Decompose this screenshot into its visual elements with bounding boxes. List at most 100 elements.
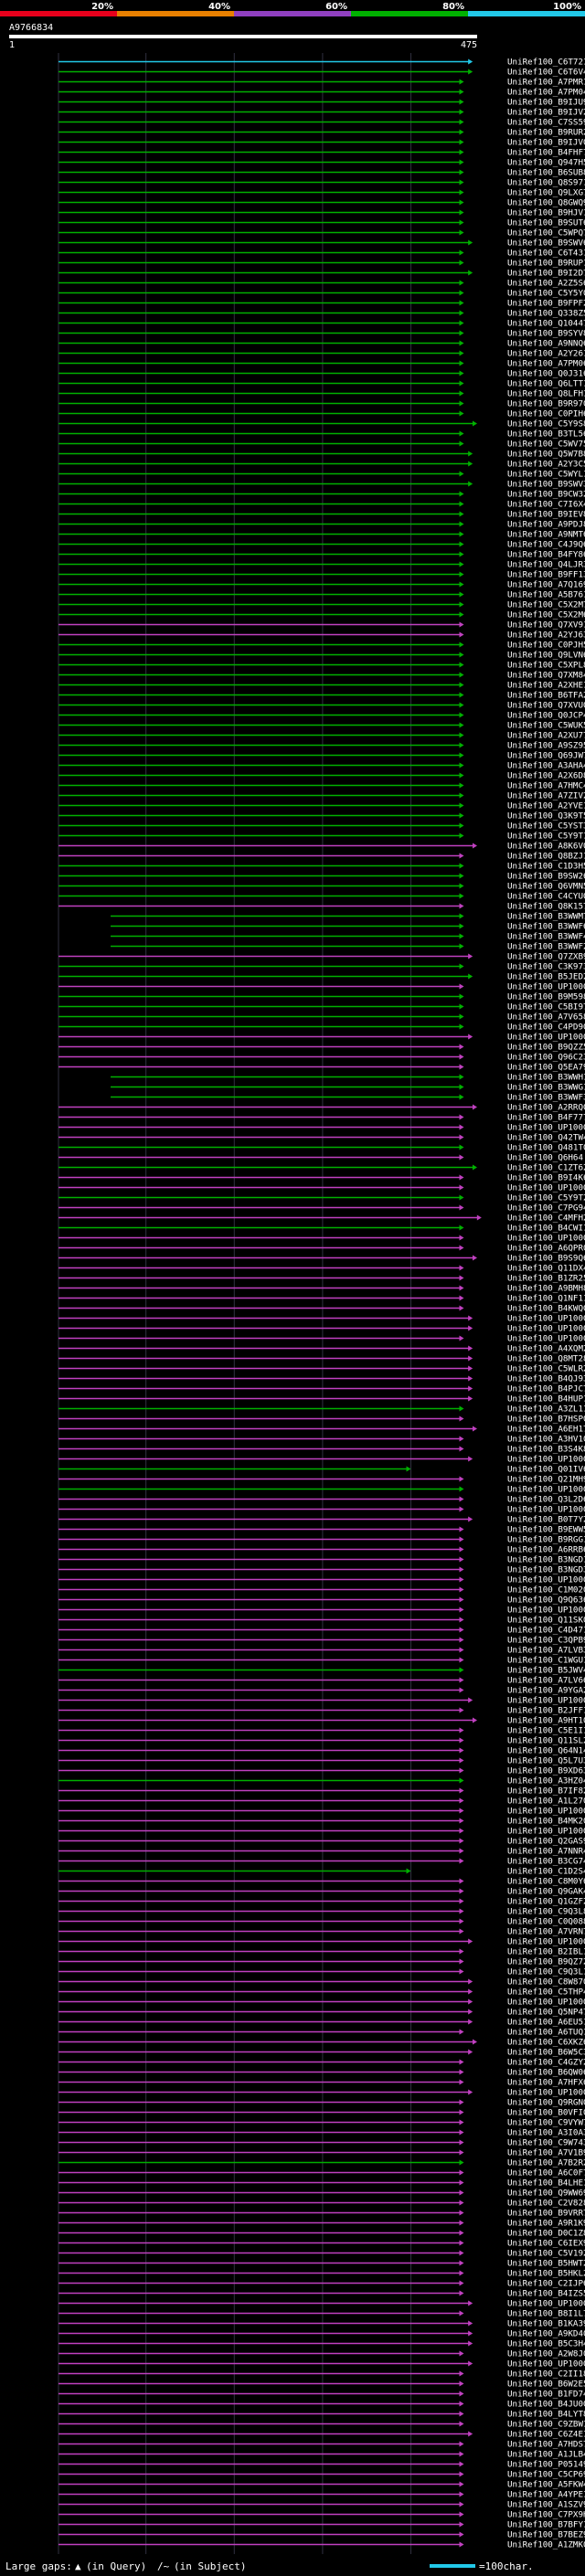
hit-label[interactable]: UniRef100_B3TL56	[507, 429, 585, 440]
hit-label[interactable]: UniRef100_B5JWV4	[507, 1666, 585, 1676]
hit-row[interactable]: UniRef100_C8M0Y6	[58, 1877, 585, 1887]
hit-label[interactable]: UniRef100_B9RUP1	[507, 259, 585, 269]
hit-label[interactable]: UniRef100_Q7XV91	[507, 620, 585, 631]
hit-row[interactable]: UniRef100_B3WWH1	[111, 1073, 585, 1083]
hit-row[interactable]: UniRef100_Q11DX4	[58, 1264, 585, 1274]
hit-label[interactable]: UniRef100_C7SS59	[507, 118, 585, 128]
hit-row[interactable]: UniRef100_Q7ZXB9	[58, 952, 585, 962]
hit-row[interactable]: UniRef100_Q0J316	[58, 369, 585, 379]
hit-row[interactable]: UniRef100_B3WWG1	[111, 1083, 585, 1093]
hit-label[interactable]: UniRef100_C8M0Y6	[507, 1877, 585, 1887]
hit-row[interactable]: UniRef100_UP1000...	[58, 2359, 585, 2369]
hit-row[interactable]: UniRef100_A6TUQ1	[58, 2028, 585, 2038]
hit-label[interactable]: UniRef100_B9XD63	[507, 1766, 585, 1776]
hit-label[interactable]: UniRef100_Q6H64	[507, 1153, 583, 1163]
hit-label[interactable]: UniRef100_B9SUT6	[507, 218, 585, 228]
hit-row[interactable]: UniRef100_B7BEZ9	[58, 2530, 585, 2540]
hit-row[interactable]: UniRef100_C9Q3L8	[58, 1907, 585, 1917]
hit-label[interactable]: UniRef100_B4KWQ0	[507, 1304, 585, 1314]
hit-row[interactable]: UniRef100_Q7XM84	[58, 671, 585, 681]
hit-row[interactable]: UniRef100_C5CP69	[58, 2470, 585, 2480]
hit-label[interactable]: UniRef100_Q8MT28	[507, 1354, 585, 1364]
hit-row[interactable]: UniRef100_A7PM06	[58, 359, 585, 369]
hit-label[interactable]: UniRef100_B4QJ93	[507, 1374, 585, 1384]
hit-label[interactable]: UniRef100_B9RUR2	[507, 128, 585, 138]
hit-row[interactable]: UniRef100_Q01IV6	[58, 1465, 585, 1475]
hit-label[interactable]: UniRef100_A7PMR1	[507, 78, 585, 88]
hit-label[interactable]: UniRef100_Q6VMN5	[507, 882, 585, 892]
hit-label[interactable]: UniRef100_B9SWV6	[507, 239, 585, 249]
hit-row[interactable]: UniRef100_C5THP4	[58, 1988, 585, 1998]
hit-row[interactable]: UniRef100_B9IJU9	[58, 98, 585, 108]
hit-row[interactable]: UniRef100_C0Q088	[58, 1917, 585, 1927]
hit-row[interactable]: UniRef100_UP1000...	[58, 1827, 585, 1837]
hit-label[interactable]: UniRef100_B5HWT2	[507, 2259, 585, 2269]
hit-row[interactable]: UniRef100_A8K6V0	[58, 842, 585, 852]
hit-label[interactable]: UniRef100_A7HFX6	[507, 2078, 585, 2088]
hit-label[interactable]: UniRef100_D0C1Z8	[507, 2229, 585, 2239]
hit-label[interactable]: UniRef100_B9HJV1	[507, 208, 585, 218]
hit-row[interactable]: UniRef100_B4JU00	[58, 2400, 585, 2410]
hit-label[interactable]: UniRef100_UP1000...	[507, 1334, 585, 1344]
hit-label[interactable]: UniRef100_B3WWF2	[507, 942, 585, 952]
hit-row[interactable]: UniRef100_B4FY86	[58, 550, 585, 560]
hit-label[interactable]: UniRef100_Q69JW7	[507, 751, 585, 761]
hit-label[interactable]: UniRef100_B5C3H4	[507, 2339, 585, 2349]
hit-label[interactable]: UniRef100_Q2GAS9	[507, 1837, 585, 1847]
hit-row[interactable]: UniRef100_Q0JCP4	[58, 711, 585, 721]
hit-row[interactable]: UniRef100_C4PD90	[58, 1023, 585, 1033]
hit-row[interactable]: UniRef100_A2X6D8	[58, 771, 585, 781]
hit-label[interactable]: UniRef100_C2II18	[507, 2369, 585, 2380]
hit-label[interactable]: UniRef100_A9BMH8	[507, 1284, 585, 1294]
hit-row[interactable]: UniRef100_UP1000...	[58, 982, 585, 992]
hit-label[interactable]: UniRef100_Q1NF11	[507, 1294, 585, 1304]
hit-label[interactable]: UniRef100_C7I6X4	[507, 500, 585, 510]
hit-row[interactable]: UniRef100_B9HJV1	[58, 208, 585, 218]
hit-row[interactable]: UniRef100_C1ZT62	[58, 1163, 585, 1173]
hit-row[interactable]: UniRef100_B9R970	[58, 399, 585, 409]
hit-row[interactable]: UniRef100_Q5NP47	[58, 2008, 585, 2018]
hit-row[interactable]: UniRef100_A7PMR1	[58, 78, 585, 88]
hit-label[interactable]: UniRef100_UP1000...	[507, 1314, 585, 1324]
hit-row[interactable]: UniRef100_B6W5C3	[58, 2048, 585, 2058]
hit-row[interactable]: UniRef100_A7V1B9	[58, 2148, 585, 2158]
hit-label[interactable]: UniRef100_Q9LXG7	[507, 188, 585, 198]
hit-row[interactable]: UniRef100_B9I2D7	[58, 269, 585, 279]
hit-row[interactable]: UniRef100_B1KA39	[58, 2319, 585, 2329]
hit-row[interactable]: UniRef100_UP1000...	[58, 1485, 585, 1495]
hit-label[interactable]: UniRef100_B3NGD1	[507, 1555, 585, 1565]
hit-label[interactable]: UniRef100_Q01IV6	[507, 1465, 585, 1475]
hit-row[interactable]: UniRef100_A7B2R2	[58, 2158, 585, 2168]
hit-row[interactable]: UniRef100_A4XQM2	[58, 1344, 585, 1354]
hit-row[interactable]: UniRef100_B4IZS5	[58, 2289, 585, 2299]
hit-row[interactable]: UniRef100_B3WWM7	[111, 912, 585, 922]
hit-row[interactable]: UniRef100_A1ZMK0	[58, 2540, 585, 2550]
hit-label[interactable]: UniRef100_A7HMC4	[507, 781, 585, 791]
hit-label[interactable]: UniRef100_B5HKL2	[507, 2269, 585, 2279]
hit-row[interactable]: UniRef100_C6Z4E1	[58, 2430, 585, 2440]
hit-label[interactable]: UniRef100_A1SZV9	[507, 2500, 585, 2510]
hit-row[interactable]: UniRef100_Q42TW4	[58, 1133, 585, 1143]
hit-label[interactable]: UniRef100_Q3K9T5	[507, 811, 585, 822]
hit-row[interactable]: UniRef100_A3AHA4	[58, 761, 585, 771]
hit-label[interactable]: UniRef100_Q9GAK4	[507, 1887, 585, 1897]
hit-label[interactable]: UniRef100_A9NNQ6	[507, 339, 585, 349]
hit-label[interactable]: UniRef100_C1M020	[507, 1585, 585, 1595]
hit-label[interactable]: UniRef100_B9EWW5	[507, 1525, 585, 1535]
hit-row[interactable]: UniRef100_C5Y9T1	[58, 832, 585, 842]
hit-label[interactable]: UniRef100_B8I1L7	[507, 2309, 585, 2319]
hit-label[interactable]: UniRef100_B9IJV0	[507, 138, 585, 148]
hit-label[interactable]: UniRef100_UP1000...	[507, 1998, 585, 2008]
hit-label[interactable]: UniRef100_A3HZ04	[507, 1776, 585, 1786]
hit-row[interactable]: UniRef100_B0T7Y2	[58, 1515, 585, 1525]
hit-row[interactable]: UniRef100_C5YST3	[58, 822, 585, 832]
hit-label[interactable]: UniRef100_Q3L2D6	[507, 1495, 585, 1505]
hit-label[interactable]: UniRef100_A6QPR0	[507, 1244, 585, 1254]
hit-label[interactable]: UniRef100_C5YST3	[507, 822, 585, 832]
hit-label[interactable]: UniRef100_A6RRB6	[507, 1545, 585, 1555]
hit-row[interactable]: UniRef100_C9VYW7	[58, 2118, 585, 2128]
hit-label[interactable]: UniRef100_B7IF82	[507, 1786, 585, 1797]
hit-label[interactable]: UniRef100_B7BEZ9	[507, 2530, 585, 2540]
hit-label[interactable]: UniRef100_B9M598	[507, 992, 585, 1002]
hit-row[interactable]: UniRef100_Q9Q636	[58, 1595, 585, 1606]
